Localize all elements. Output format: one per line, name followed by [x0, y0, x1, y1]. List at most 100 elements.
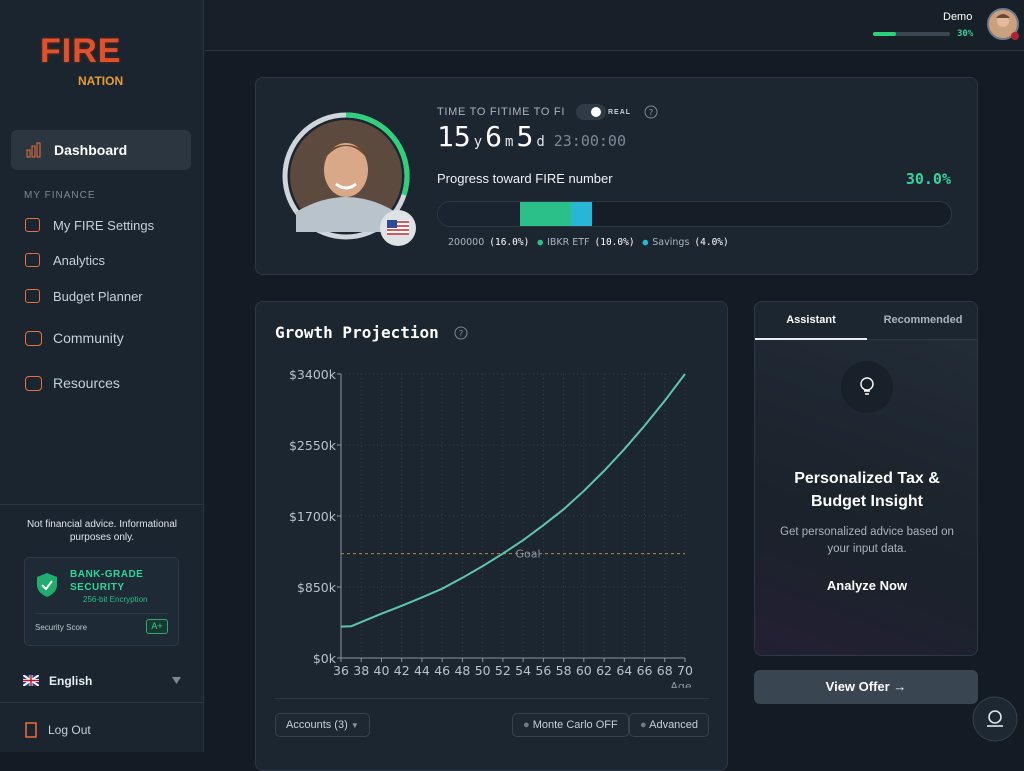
nav-icon	[25, 289, 40, 303]
profile-avatar	[282, 112, 416, 246]
divider	[0, 504, 204, 505]
nav-icon	[25, 331, 42, 346]
level-track	[873, 32, 950, 36]
button-label: Advanced	[649, 719, 699, 731]
x-axis-label: Age	[670, 680, 692, 688]
nav-icon	[25, 218, 40, 232]
x-tick-label: 58	[556, 663, 572, 678]
chart: $0k $850k $1700k $2550k $3400k 36 38 40 42 44 46 48…	[289, 367, 693, 688]
level-bar	[873, 32, 897, 36]
dashboard-button[interactable]: Dashboard	[11, 130, 191, 170]
svg-text:?: ?	[459, 330, 464, 340]
time-value: 6	[485, 120, 503, 153]
legend-name: 200000	[448, 237, 485, 248]
x-tick-label: 44	[414, 663, 430, 678]
chart-card: Growth Projection ? $0k $850k $1700k $2550k…	[255, 301, 728, 771]
svg-text:?: ?	[649, 109, 654, 119]
user-name: Demo	[943, 11, 973, 23]
bulb-icon	[841, 361, 893, 413]
nav-item[interactable]: Community	[53, 330, 124, 346]
top-bar: Demo 30%	[205, 0, 1024, 51]
x-tick-label: 40	[374, 663, 390, 678]
security-title: BANK-GRADE SECURITY	[70, 569, 144, 593]
help-icon[interactable]: ?	[644, 105, 658, 119]
offer-button[interactable]: View Offer →	[754, 670, 978, 704]
x-tick-label: 54	[515, 663, 531, 678]
legend-name: Savings	[652, 237, 690, 248]
x-tick-label: 46	[434, 663, 450, 678]
flag-icon	[23, 675, 39, 686]
progress-ring	[282, 112, 410, 240]
insight-panel: Personalized Tax & Budget Insight Get pe…	[755, 340, 977, 655]
insight-heading: Personalized Tax & Budget Insight	[794, 470, 940, 510]
advanced-button[interactable]: ● Advanced	[629, 713, 710, 737]
sidebar: FIRE NATION Dashboard MY FINANCE My FIRE…	[0, 0, 204, 752]
time-to-fi: 15 y 6 m 5 d 23:00:00	[437, 120, 626, 153]
shield-icon	[37, 573, 57, 597]
logout[interactable]: Log Out	[48, 723, 91, 737]
language[interactable]: English	[49, 674, 93, 688]
line	[340, 373, 686, 628]
progress-segment	[571, 202, 592, 226]
analyze-button[interactable]: Analyze Now	[826, 578, 908, 593]
legend-name: IBKR ETF	[547, 237, 590, 248]
chart-title: Growth Projection	[275, 323, 439, 342]
assistant-card: Assistant Recommended Personalized Tax &…	[754, 301, 978, 656]
nav-item[interactable]: My FIRE Settings	[53, 218, 155, 233]
toggle-label: REAL	[608, 109, 632, 116]
avatar[interactable]	[987, 8, 1021, 42]
monte-carlo-button[interactable]: ● Monte Carlo OFF	[512, 713, 629, 737]
x-tick-label: 56	[535, 663, 551, 678]
goal-label: Goal	[515, 548, 540, 561]
security-badge: BANK-GRADE SECURITY 256-bit Encryption S…	[24, 557, 179, 646]
time-label: TIME TO FITIME TO FI	[437, 106, 566, 118]
x-tick-label: 66	[637, 663, 653, 678]
nav-item[interactable]: Budget Planner	[53, 289, 143, 304]
time-unit: y	[473, 134, 483, 150]
button-label: Monte Carlo OFF	[532, 719, 618, 731]
score: A+	[146, 619, 168, 634]
legend-dot: ●	[537, 237, 544, 248]
toggle[interactable]	[576, 104, 606, 120]
score-label: Security Score	[35, 623, 88, 632]
time-value: 15	[437, 120, 471, 153]
x-tick-label: 38	[353, 663, 369, 678]
progress-segment	[520, 202, 572, 226]
y-tick-label: $0k	[313, 651, 337, 666]
x-tick-label: 42	[394, 663, 410, 678]
security-subtitle: 256-bit Encryption	[83, 595, 148, 604]
help-icon[interactable]: ?	[454, 326, 468, 340]
logout-icon	[25, 722, 37, 738]
nav-icon	[25, 376, 42, 391]
help-bot-button[interactable]	[972, 696, 1018, 742]
disclaimer: Not financial advice. Informational purp…	[26, 519, 178, 543]
x-tick-label: 70	[677, 663, 693, 678]
time-unit: d	[536, 134, 545, 150]
legend-value: (16.0%)	[489, 237, 530, 248]
tab[interactable]: Assistant	[755, 302, 867, 340]
y-tick-label: $3400k	[289, 367, 337, 382]
progress-value: 30.0%	[905, 170, 951, 188]
fi-card: TIME TO FITIME TO FI REAL ? 15 y 6 m 5 d 23:00…	[255, 77, 978, 275]
y-tick-label: $2550k	[289, 438, 337, 453]
tab[interactable]: Recommended	[867, 302, 977, 340]
legend-value: (10.0%)	[594, 237, 635, 248]
accounts-button[interactable]: Accounts (3) ▼	[275, 713, 370, 737]
time-unit: m	[505, 134, 514, 150]
insight-description: Get personalized advice based on your in…	[780, 526, 954, 555]
nav-item[interactable]: Resources	[53, 375, 120, 391]
icon	[26, 142, 41, 158]
progress-label: Progress toward FIRE number	[437, 171, 613, 186]
divider	[35, 613, 168, 614]
x-tick-label: 64	[616, 663, 632, 678]
y-tick-label: $850k	[297, 580, 337, 595]
legend-dot: ●	[642, 237, 649, 248]
progress-segment	[438, 202, 521, 226]
nav-label: Dashboard	[54, 142, 128, 158]
nav-item[interactable]: Analytics	[53, 253, 106, 268]
nav-icon	[25, 253, 40, 267]
breakdown-legend: 200000 (16.0%) ● IBKR ETF (10.0%) ● Savings (4.…	[448, 237, 729, 248]
button-label: Accounts (3)	[286, 719, 348, 731]
level-label: 30%	[957, 29, 974, 39]
